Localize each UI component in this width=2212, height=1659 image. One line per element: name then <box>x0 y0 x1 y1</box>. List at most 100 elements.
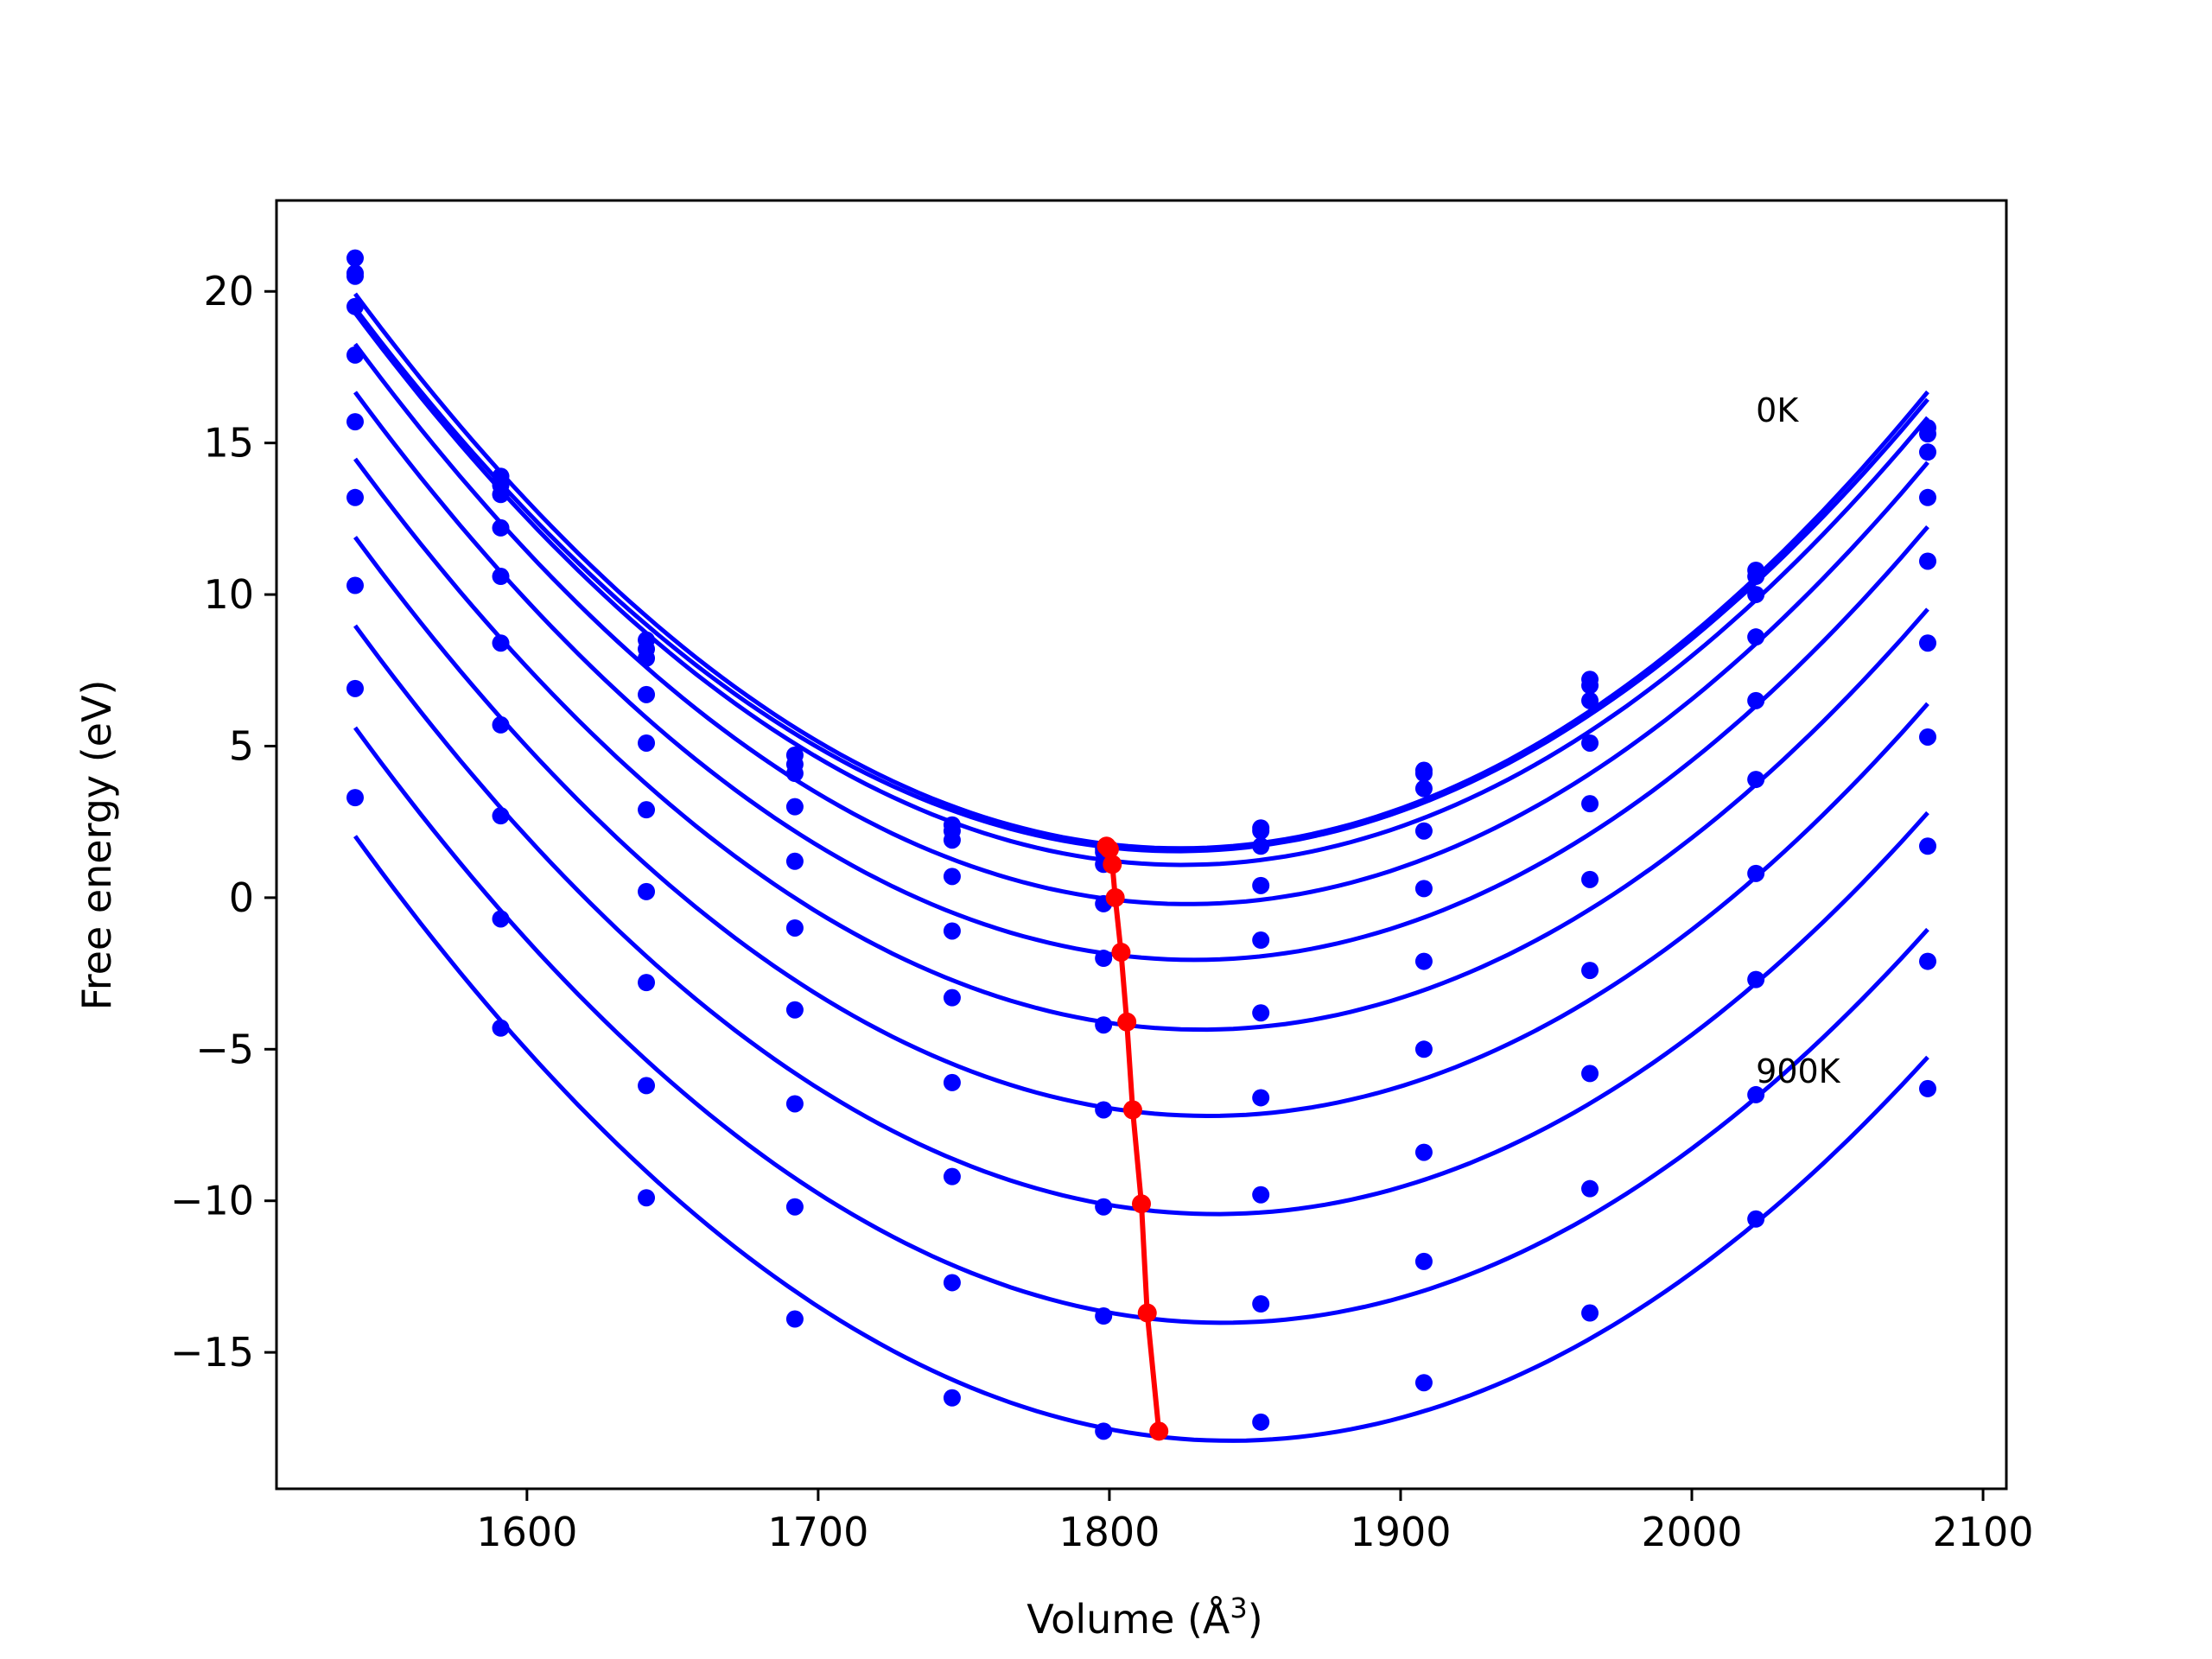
data-point-s6-4 <box>785 918 804 937</box>
data-point-s10-1 <box>346 789 364 807</box>
data-point-s10-4 <box>785 1310 804 1328</box>
data-point-s7-8 <box>1414 1040 1433 1058</box>
data-point-s2-8 <box>1414 765 1433 783</box>
y-tick-label--10: −10 <box>170 1178 254 1224</box>
data-point-s7-11 <box>1919 728 1936 746</box>
data-point-s10-3 <box>638 1189 656 1207</box>
annotation-900k: 900K <box>1756 1052 1841 1090</box>
data-point-s10-9 <box>1581 1304 1599 1322</box>
data-point-s2-10 <box>1747 568 1765 586</box>
x-tick-label-1800: 1800 <box>1058 1509 1160 1555</box>
data-point-s10-11 <box>1919 1079 1936 1097</box>
data-point-s7-5 <box>943 1073 961 1091</box>
data-point-s2-7 <box>1252 822 1270 840</box>
minimum-point-8 <box>1132 1194 1151 1214</box>
data-point-s9-3 <box>638 1077 656 1095</box>
data-point-s5-5 <box>943 922 961 940</box>
data-point-s10-8 <box>1414 1374 1433 1392</box>
data-point-s6-5 <box>943 988 961 1007</box>
minima-layer <box>1096 836 1169 1441</box>
y-tick-label-0: 0 <box>229 874 254 921</box>
data-point-s5-6 <box>1095 950 1113 968</box>
data-point-s6-7 <box>1252 1004 1270 1022</box>
data-point-s6-11 <box>1919 634 1936 652</box>
data-point-s8-6 <box>1095 1198 1113 1216</box>
data-point-s8-3 <box>638 974 656 992</box>
series-curve-5 <box>353 391 1929 963</box>
data-point-s7-9 <box>1581 962 1599 980</box>
data-point-s8-8 <box>1414 1143 1433 1161</box>
data-point-s8-2 <box>492 807 510 825</box>
annotation-0k: 0K <box>1756 391 1799 429</box>
data-point-s5-8 <box>1414 880 1433 898</box>
data-point-s9-8 <box>1414 1252 1433 1270</box>
data-point-s4-5 <box>943 868 961 886</box>
data-point-s3-1 <box>346 267 364 285</box>
data-point-s4-10 <box>1747 628 1765 646</box>
series-curve-1 <box>353 292 1929 851</box>
data-point-s4-4 <box>785 798 804 816</box>
series-curve-4 <box>353 342 1929 906</box>
x-tick-label-2000: 2000 <box>1641 1509 1742 1555</box>
minimum-point-2 <box>1099 839 1119 859</box>
data-point-s7-7 <box>1252 1089 1270 1107</box>
data-point-s10-6 <box>1095 1422 1113 1440</box>
data-point-s5-11 <box>1919 552 1936 570</box>
data-point-s4-9 <box>1581 734 1599 752</box>
data-point-s7-10 <box>1747 864 1765 882</box>
minimum-point-10 <box>1149 1421 1169 1441</box>
data-point-s6-2 <box>492 634 510 652</box>
x-axis-ticks: 1600 1700 1800 1900 2000 2100 <box>476 1489 2034 1555</box>
data-point-s8-7 <box>1252 1185 1270 1204</box>
x-tick-label-1700: 1700 <box>767 1509 868 1555</box>
y-axis-label: Free energy (eV) <box>73 680 120 1011</box>
data-point-s8-10 <box>1747 970 1765 988</box>
data-point-s10-10 <box>1747 1210 1765 1228</box>
data-point-s8-9 <box>1581 1065 1599 1083</box>
data-point-s5-10 <box>1747 691 1765 709</box>
data-point-s6-10 <box>1747 771 1765 789</box>
data-point-s4-7 <box>1252 876 1270 894</box>
data-point-s7-4 <box>785 1001 804 1019</box>
data-point-s7-2 <box>492 715 510 734</box>
series-curve-6 <box>353 457 1929 1033</box>
data-point-s9-6 <box>1095 1307 1113 1325</box>
series-curve-3 <box>353 311 1929 868</box>
y-tick-label-5: 5 <box>229 722 254 769</box>
x-axis-label: Volume (Å3) <box>1027 1592 1262 1643</box>
data-point-s3-2 <box>492 486 510 504</box>
data-point-s10-2 <box>492 1019 510 1037</box>
data-point-s8-4 <box>785 1095 804 1113</box>
data-point-s7-3 <box>638 882 656 900</box>
data-point-s5-3 <box>638 734 656 752</box>
data-point-s5-7 <box>1252 931 1270 950</box>
data-point-s9-1 <box>346 679 364 697</box>
data-point-s7-1 <box>346 488 364 506</box>
data-point-s8-11 <box>1919 837 1936 855</box>
data-point-s2-9 <box>1581 677 1599 695</box>
x-tick-label-1900: 1900 <box>1350 1509 1451 1555</box>
data-point-s9-11 <box>1919 952 1936 970</box>
data-point-s4-11 <box>1919 488 1936 506</box>
data-point-s3-11 <box>1919 443 1936 461</box>
data-point-s4-2 <box>492 518 510 537</box>
data-point-s6-1 <box>346 413 364 431</box>
data-point-s3-10 <box>1747 586 1765 604</box>
data-point-s8-1 <box>346 576 364 594</box>
data-point-s9-10 <box>1747 1085 1765 1103</box>
plot-frame <box>275 199 2008 1491</box>
data-point-s6-8 <box>1414 952 1433 970</box>
minimum-point-7 <box>1122 1100 1142 1120</box>
data-point-s4-8 <box>1414 822 1433 840</box>
x-tick-label-1600: 1600 <box>476 1509 577 1555</box>
data-point-s5-1 <box>346 346 364 364</box>
data-point-s9-4 <box>785 1198 804 1216</box>
data-point-s3-7 <box>1252 837 1270 855</box>
data-point-s2-11 <box>1919 425 1936 443</box>
y-tick-label--5: −5 <box>195 1026 254 1072</box>
y-tick-label-15: 15 <box>203 420 254 467</box>
data-point-s8-5 <box>943 1167 961 1185</box>
annotations: 0K 900K <box>1756 391 1841 1090</box>
series-curve-10 <box>353 835 1929 1443</box>
